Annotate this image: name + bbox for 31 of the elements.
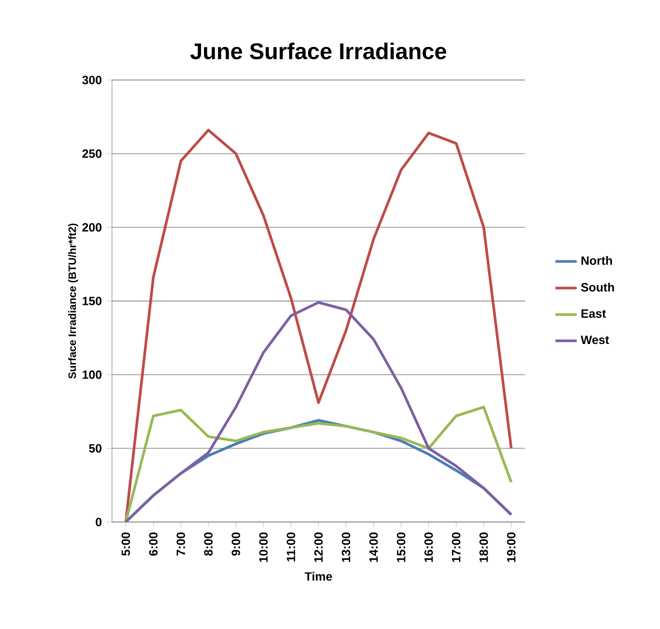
legend-label: East	[582, 309, 606, 318]
chart-title: June Surface Irradiance	[190, 42, 446, 60]
x-tick-label: 14:00	[369, 532, 378, 562]
x-tick-label: 17:00	[452, 532, 460, 562]
x-tick-label: 13:00	[342, 532, 350, 562]
y-axis-title: Surface Irradiance (BTU/hr*ft2)	[68, 224, 78, 379]
x-tick-label: 11:00	[286, 532, 296, 562]
y-tick-label: 0	[96, 518, 102, 526]
x-tick-label: 10:00	[259, 532, 268, 562]
x-tick-label: 18:00	[479, 532, 488, 562]
legend-label: North	[582, 256, 612, 265]
y-tick-label: 200	[82, 223, 102, 232]
x-tick-label: 19:00	[506, 532, 516, 562]
x-tick-label: 12:00	[314, 532, 323, 562]
x-tick-label: 6:00	[149, 532, 158, 556]
legend-label: South	[581, 282, 614, 292]
x-tick-label: 7:00	[176, 532, 186, 556]
x-tick-label: 15:00	[396, 532, 406, 562]
legend-label: West	[580, 336, 610, 344]
y-tick-label: 50	[88, 444, 102, 453]
x-tick-label: 16:00	[424, 532, 433, 562]
x-tick-label: 8:00	[204, 532, 213, 556]
line-series	[124, 301, 513, 522]
y-tick-label: 150	[82, 296, 102, 306]
x-axis-title: Time	[304, 572, 332, 581]
y-tick-label: 100	[82, 370, 102, 379]
y-tick-label: 300	[82, 76, 102, 84]
line-series	[124, 128, 513, 522]
x-tick-label: 9:00	[232, 532, 240, 556]
y-tick-label: 250	[82, 149, 102, 158]
x-tick-label: 5:00	[122, 532, 130, 556]
